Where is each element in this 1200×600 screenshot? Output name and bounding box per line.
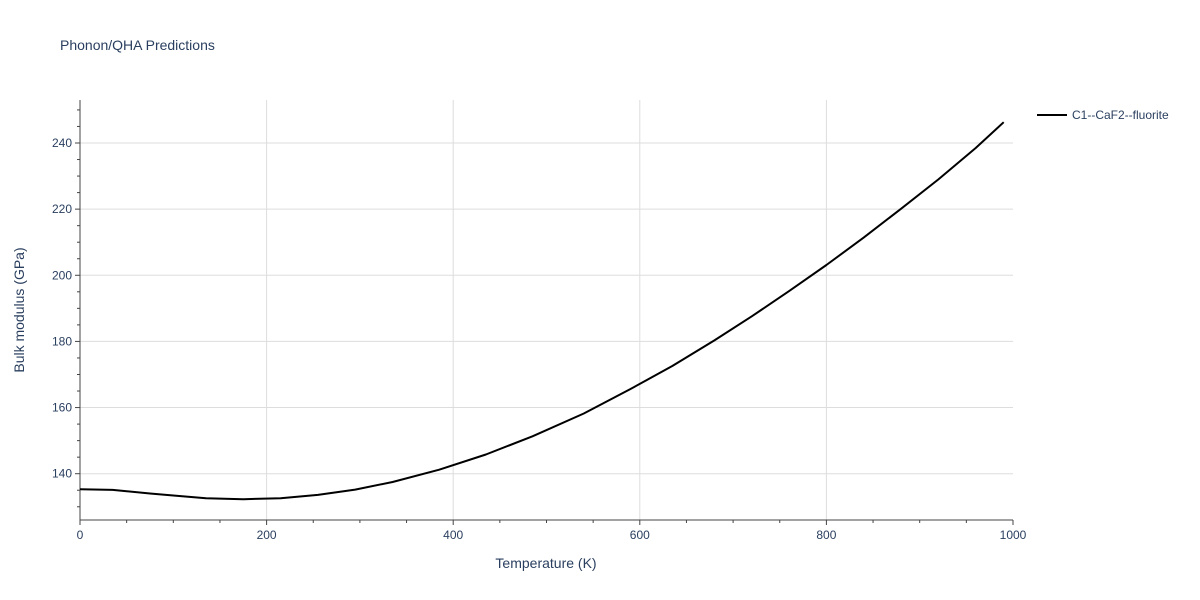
y-tick-label: 160 <box>52 401 72 415</box>
y-tick-label: 220 <box>52 202 72 216</box>
x-tick-label: 0 <box>77 528 84 542</box>
x-tick-label: 1000 <box>1000 528 1027 542</box>
y-tick-label: 240 <box>52 136 72 150</box>
y-tick-label: 140 <box>52 467 72 481</box>
x-tick-label: 600 <box>630 528 650 542</box>
grid-layer <box>80 100 1013 520</box>
series-line[interactable] <box>79 121 1005 501</box>
y-tick-label: 180 <box>52 334 72 348</box>
x-axis-title: Temperature (K) <box>495 555 596 571</box>
y-axis-title: Bulk modulus (GPa) <box>11 247 27 372</box>
axis-layer: 140 160 180 200 220 240 0 200 400 600 800 1000 <box>52 100 1027 542</box>
x-tick-label: 200 <box>257 528 277 542</box>
series-layer <box>79 121 1005 501</box>
x-tick-label: 800 <box>816 528 836 542</box>
chart-title: Phonon/QHA Predictions <box>60 37 215 53</box>
x-tick-label: 400 <box>443 528 463 542</box>
y-tick-label: 200 <box>52 268 72 282</box>
legend-label: C1--CaF2--fluorite <box>1072 108 1169 122</box>
legend[interactable]: C1--CaF2--fluorite <box>1037 108 1169 122</box>
